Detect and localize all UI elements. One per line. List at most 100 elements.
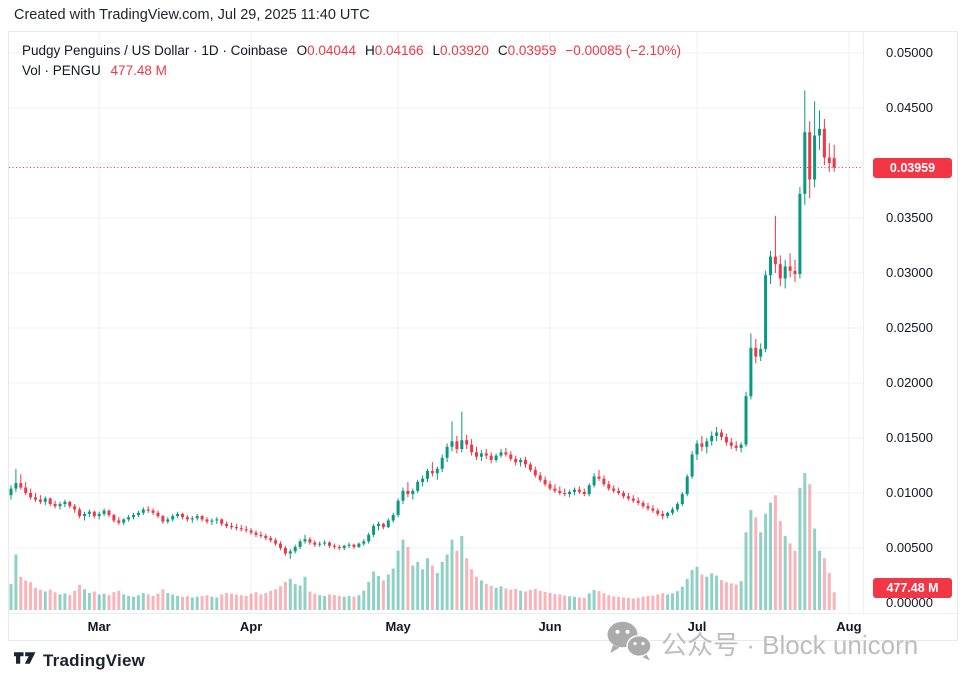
volume-bar xyxy=(185,595,189,610)
watermark: 公众号 · Block unicorn xyxy=(606,620,918,667)
volume-bar xyxy=(117,590,121,610)
volume-bar xyxy=(411,565,415,610)
volume-label: Vol · PENGU xyxy=(22,63,101,78)
volume-bar xyxy=(367,581,371,610)
price-chart-canvas[interactable] xyxy=(9,32,863,613)
volume-bar xyxy=(406,547,410,610)
volume-bar xyxy=(362,590,366,610)
volume-bar xyxy=(641,596,645,610)
candle-body xyxy=(352,544,356,547)
volume-bar xyxy=(494,587,498,610)
volume-bar xyxy=(29,582,33,610)
candle-body xyxy=(651,508,655,511)
candle-body xyxy=(58,504,62,507)
candle-body xyxy=(793,270,797,275)
candle-body xyxy=(43,498,47,502)
change-value: −0.00085 (−2.10%) xyxy=(565,43,682,58)
volume-bar xyxy=(553,594,557,610)
candle-body xyxy=(234,527,238,529)
volume-bar xyxy=(803,473,807,610)
candle-body xyxy=(48,498,52,504)
volume-bar xyxy=(504,588,508,610)
price-tick-label: 0.04500 xyxy=(886,100,933,115)
volume-bar xyxy=(421,569,425,610)
volume-bar xyxy=(465,558,469,610)
candle-body xyxy=(102,510,106,514)
creation-caption: Created with TradingView.com, Jul 29, 20… xyxy=(14,7,370,23)
volume-bar xyxy=(700,574,704,610)
candle-body xyxy=(176,513,180,517)
volume-bar xyxy=(156,593,160,610)
candle-body xyxy=(254,532,258,535)
volume-bar xyxy=(592,590,596,610)
candle-body xyxy=(538,475,542,480)
candle-body xyxy=(185,517,189,520)
candle-body xyxy=(597,476,601,479)
volume-bar xyxy=(470,569,474,610)
price-axis[interactable]: 0.03959 477.48 M 0.05000 0.04500 0.03500 0.… xyxy=(863,32,958,613)
volume-bar xyxy=(38,589,42,610)
candle-body xyxy=(107,510,111,515)
volume-bar xyxy=(479,580,483,610)
volume-bar xyxy=(445,554,449,610)
volume-bar xyxy=(78,584,82,610)
volume-bar xyxy=(83,589,86,610)
volume-bar xyxy=(220,594,224,610)
time-axis[interactable]: Mar Apr May Jun Jul Aug xyxy=(9,613,957,640)
candle-body xyxy=(440,457,444,469)
volume-bar xyxy=(127,595,131,610)
candle-body xyxy=(773,256,777,265)
volume-bar xyxy=(342,596,346,610)
candle-body xyxy=(92,511,96,517)
volume-bar xyxy=(132,596,135,610)
volume-bar xyxy=(283,581,287,610)
volume-bar xyxy=(832,592,836,610)
candle-body xyxy=(607,484,611,489)
candle-body xyxy=(132,515,135,518)
volume-bar xyxy=(646,595,650,610)
volume-bar xyxy=(200,595,204,610)
volume-bar xyxy=(729,583,733,610)
volume-bar xyxy=(744,532,748,610)
candle-body xyxy=(9,488,13,496)
volume-bar xyxy=(499,586,503,610)
candle-body xyxy=(122,519,126,523)
volume-bar xyxy=(533,588,537,610)
volume-bar xyxy=(734,584,738,610)
volume-bar xyxy=(58,594,62,610)
candle-body xyxy=(156,512,160,517)
candle-body xyxy=(239,528,243,530)
volume-bar xyxy=(288,578,292,610)
candle-body xyxy=(146,509,150,511)
volume-bar xyxy=(754,517,758,610)
candle-body xyxy=(739,444,743,448)
candle-body xyxy=(661,513,665,517)
volume-bar xyxy=(190,597,194,610)
volume-layer xyxy=(9,473,836,610)
candle-body xyxy=(455,441,459,449)
candle-body xyxy=(671,509,674,513)
candle-body xyxy=(24,487,28,493)
volume-bar xyxy=(460,535,464,610)
candle-body xyxy=(161,516,165,522)
candle-body xyxy=(700,443,704,447)
candle-body xyxy=(151,510,155,513)
tradingview-logo[interactable]: TradingView xyxy=(14,650,145,671)
candle-body xyxy=(298,541,302,547)
volume-bar xyxy=(582,597,586,610)
candle-body xyxy=(406,490,410,495)
price-tick-label: 0.03000 xyxy=(886,265,933,280)
volume-bar xyxy=(73,590,77,610)
candle-body xyxy=(460,440,464,449)
volume-bar xyxy=(680,586,684,610)
candle-body xyxy=(489,455,493,460)
candle-body xyxy=(470,444,474,453)
volume-bar xyxy=(626,597,630,610)
ohlc-low: L0.03920 xyxy=(432,43,489,58)
candle-body xyxy=(372,526,376,535)
candle-body xyxy=(117,520,121,523)
candle-body xyxy=(220,519,224,524)
volume-bar xyxy=(558,594,562,610)
volume-bar xyxy=(230,593,233,610)
volume-bar xyxy=(377,575,380,610)
